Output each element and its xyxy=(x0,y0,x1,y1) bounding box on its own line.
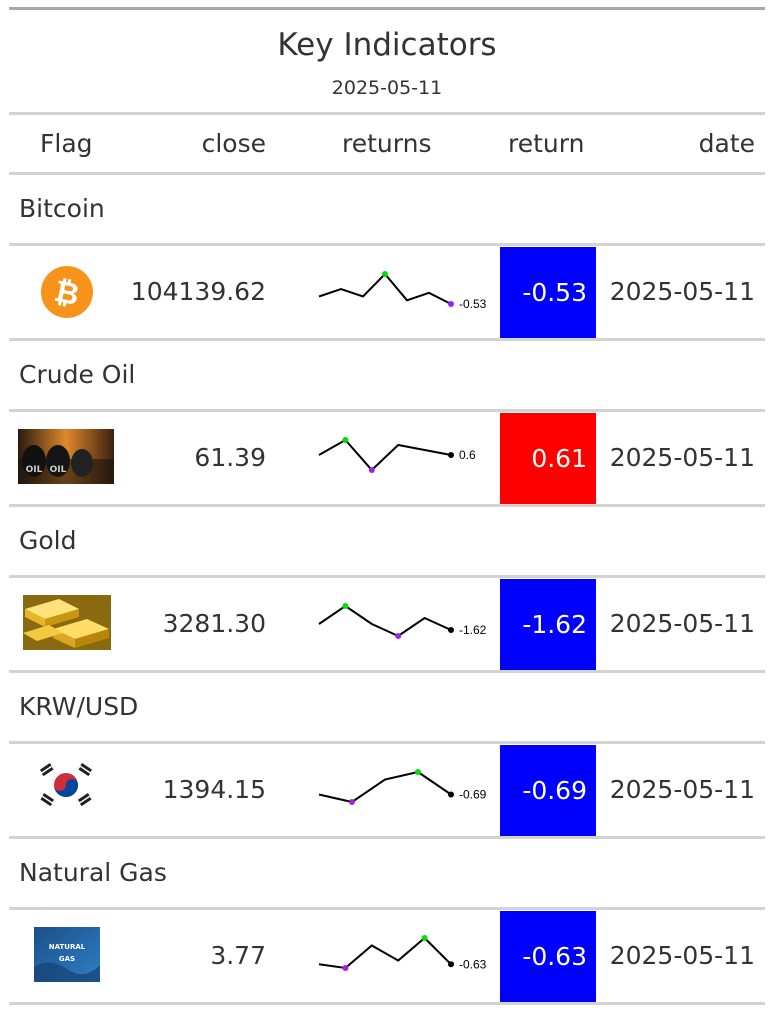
table-row: NATURAL GAS 3.77 -0.63 -0.63 2025-05-11 xyxy=(9,910,765,1002)
return-value: 0.61 xyxy=(500,413,596,504)
svg-text:OIL: OIL xyxy=(26,465,43,475)
row-rule xyxy=(9,836,765,839)
group-label: Bitcoin xyxy=(19,194,105,223)
date-value: 2025-05-11 xyxy=(609,443,755,472)
sparkline-last-point xyxy=(448,791,454,798)
row-rule xyxy=(9,670,765,673)
date-value: 2025-05-11 xyxy=(609,775,755,804)
column-header-close: close xyxy=(201,129,266,158)
group-label: KRW/USD xyxy=(19,692,139,721)
natural-gas-image-label: NATURAL xyxy=(49,943,86,951)
column-header-returns: returns xyxy=(342,129,432,158)
close-value: 104139.62 xyxy=(130,277,266,306)
group-label: Crude Oil xyxy=(19,360,136,389)
close-value: 3281.30 xyxy=(162,609,266,638)
close-value: 3.77 xyxy=(210,941,266,970)
group-row: Gold xyxy=(9,507,765,575)
group-row: Bitcoin xyxy=(9,175,765,243)
group-label: Gold xyxy=(19,526,77,555)
date-value: 2025-05-11 xyxy=(609,277,755,306)
indicator-table: Key Indicators 2025-05-11 Flag close ret… xyxy=(9,7,765,1005)
table-row: 3281.30 -1.62 -1.62 2025-05-11 xyxy=(9,578,765,670)
table-subtitle: 2025-05-11 xyxy=(331,77,443,99)
header-bottom-rule xyxy=(9,172,765,175)
group-row: Crude Oil xyxy=(9,341,765,409)
row-rule xyxy=(9,741,765,744)
returns-sparkline: 0.6 xyxy=(318,437,476,473)
return-value: -1.62 xyxy=(500,579,596,670)
row-rule xyxy=(9,409,765,412)
header-top-rule xyxy=(9,112,765,115)
date-value: 2025-05-11 xyxy=(609,941,755,970)
natural-gas-image-label: GAS xyxy=(59,955,75,963)
sparkline-min-point xyxy=(342,965,349,971)
korea-flag-icon xyxy=(34,761,98,809)
returns-sparkline: -0.53 xyxy=(318,271,487,311)
sparkline-max-point xyxy=(342,603,349,609)
sparkline-last-point xyxy=(448,961,454,968)
sparkline-path xyxy=(318,272,452,305)
crude-oil-barrels-image: OIL OIL xyxy=(18,429,114,484)
sparkline-label: -0.63 xyxy=(459,957,487,971)
table-body: Bitcoin ₿ 104139.62 -0.53 -0.53 2025-05-… xyxy=(9,175,765,1005)
sparkline-label: -0.69 xyxy=(459,788,487,802)
table-row: ₿ 104139.62 -0.53 -0.53 2025-05-11 xyxy=(9,246,765,338)
returns-sparkline: -0.69 xyxy=(318,769,487,805)
sparkline-path xyxy=(318,438,452,472)
date-value: 2025-05-11 xyxy=(609,609,755,638)
sparkline-min-point xyxy=(448,301,454,307)
sparkline-max-point xyxy=(421,935,428,941)
sparkline-max-point xyxy=(382,271,388,277)
column-header-return: return xyxy=(508,129,585,158)
table-title: Key Indicators xyxy=(277,27,497,63)
row-rule xyxy=(9,243,765,246)
sparkline-last-point xyxy=(448,627,454,633)
sparkline-min-point xyxy=(395,633,402,639)
sparkline-path xyxy=(318,604,452,638)
sparkline-min-point xyxy=(368,467,375,473)
group-row: Natural Gas xyxy=(9,839,765,907)
row-rule xyxy=(9,338,765,341)
column-header-date: date xyxy=(698,129,755,158)
sparkline-label: 0.6 xyxy=(459,448,476,462)
group-label: Natural Gas xyxy=(19,858,167,887)
top-rule xyxy=(9,7,765,10)
group-row: KRW/USD xyxy=(9,673,765,741)
sparkline-last-point xyxy=(448,452,454,458)
sparkline-path xyxy=(318,936,452,970)
row-rule xyxy=(9,1002,765,1005)
close-value: 61.39 xyxy=(194,443,266,472)
return-value: -0.63 xyxy=(500,911,596,1002)
close-value: 1394.15 xyxy=(162,775,266,804)
table-row: OIL OIL 61.39 0.6 0.61 2025-05-11 xyxy=(9,412,765,504)
sparkline-min-point xyxy=(349,799,355,805)
table-row: 1394.15 -0.69 -0.69 2025-05-11 xyxy=(9,744,765,836)
sparkline-max-point xyxy=(415,769,421,775)
column-header-flag: Flag xyxy=(40,129,93,158)
sparkline-label: -0.53 xyxy=(459,297,487,311)
bitcoin-icon: ₿ xyxy=(39,266,95,318)
gold-bars-image xyxy=(23,595,111,650)
return-value: -0.69 xyxy=(500,745,596,836)
row-rule xyxy=(9,907,765,910)
sparkline-path xyxy=(318,770,452,804)
sparkline-max-point xyxy=(342,437,349,443)
sparkline-label: -1.62 xyxy=(459,623,487,637)
returns-sparkline: -1.62 xyxy=(318,603,487,639)
row-rule xyxy=(9,504,765,507)
column-header-row: Flag close returns return date xyxy=(9,115,765,172)
svg-text:OIL: OIL xyxy=(50,465,67,475)
natural-gas-image: NATURAL GAS xyxy=(34,927,100,982)
returns-sparkline: -0.63 xyxy=(318,935,487,971)
return-value: -0.53 xyxy=(500,247,596,338)
row-rule xyxy=(9,575,765,578)
